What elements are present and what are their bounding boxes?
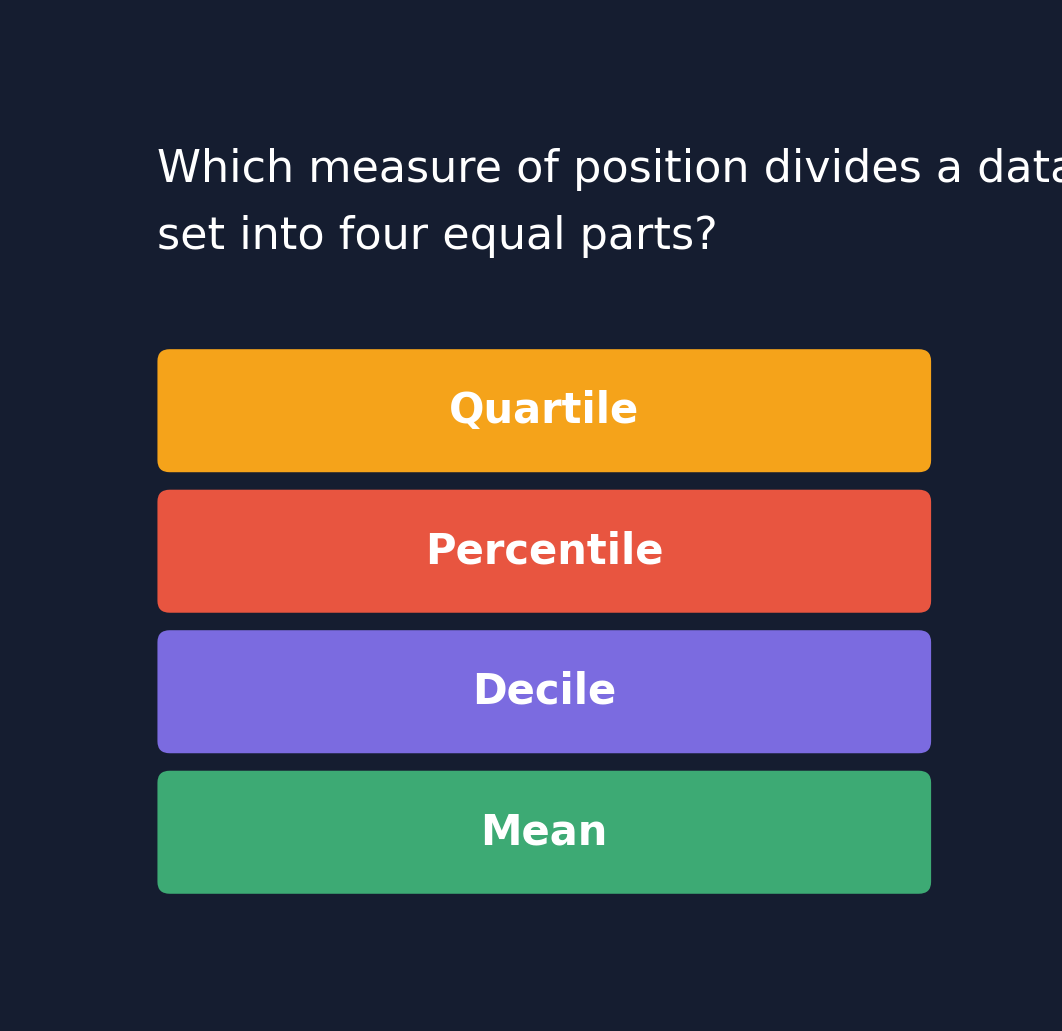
Text: Mean: Mean	[481, 811, 607, 854]
Text: Quartile: Quartile	[449, 390, 639, 432]
Text: Decile: Decile	[473, 671, 616, 712]
FancyBboxPatch shape	[157, 630, 931, 754]
Text: set into four equal parts?: set into four equal parts?	[157, 215, 718, 258]
Text: Which measure of position divides a data: Which measure of position divides a data	[157, 147, 1062, 191]
FancyBboxPatch shape	[157, 771, 931, 894]
Text: Percentile: Percentile	[425, 530, 664, 572]
FancyBboxPatch shape	[157, 350, 931, 472]
FancyBboxPatch shape	[157, 490, 931, 612]
